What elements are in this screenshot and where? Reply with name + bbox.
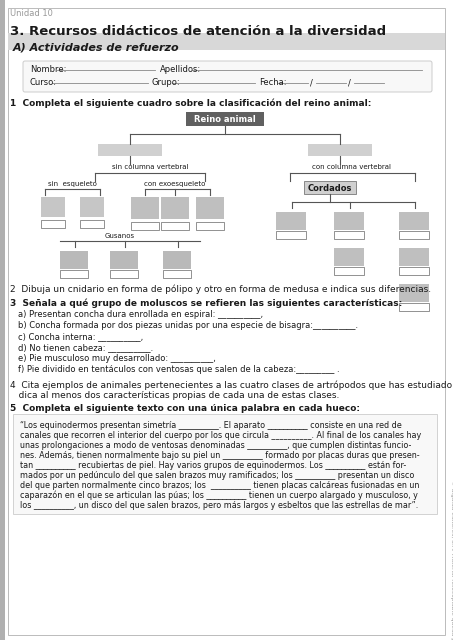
Bar: [186, 112, 264, 126]
Text: con columna vertebral: con columna vertebral: [313, 164, 391, 170]
FancyBboxPatch shape: [13, 414, 437, 514]
Bar: [131, 222, 159, 230]
Text: dica al menos dos características propias de cada una de estas clases.: dica al menos dos características propia…: [10, 391, 339, 400]
Text: 2  Dibuja un cnidario en forma de pólipo y otro en forma de medusa e indica sus : 2 Dibuja un cnidario en forma de pólipo …: [10, 285, 431, 294]
Bar: [196, 197, 224, 219]
Text: los __________, un disco del que salen brazos, pero más largos y esbeltos que la: los __________, un disco del que salen b…: [20, 501, 418, 510]
Bar: [131, 197, 159, 219]
Text: sin columna vertebral: sin columna vertebral: [112, 164, 188, 170]
Bar: [161, 222, 189, 230]
Text: mados por un pedúnculo del que salen brazos muy ramificados; los __________ pres: mados por un pedúnculo del que salen bra…: [20, 471, 414, 480]
Bar: [334, 267, 364, 275]
Bar: [163, 251, 191, 269]
Bar: [8, 33, 445, 50]
Text: Curso:: Curso:: [30, 78, 57, 87]
Text: b) Concha formada por dos piezas unidas por una especie de bisagra:__________.: b) Concha formada por dos piezas unidas …: [18, 321, 358, 330]
Bar: [41, 220, 65, 228]
Text: Nombre:: Nombre:: [30, 65, 67, 74]
Text: “Los equinodermos presentan simetría __________. El aparato __________ consiste : “Los equinodermos presentan simetría ___…: [20, 421, 402, 430]
Text: canales que recorren el interior del cuerpo por los que circula __________. Al f: canales que recorren el interior del cue…: [20, 431, 421, 440]
Bar: [399, 267, 429, 275]
Text: Reino animal: Reino animal: [194, 115, 256, 125]
Bar: [399, 248, 429, 266]
Text: f) Pie dividido en tentáculos con ventosas que salen de la cabeza:_________ .: f) Pie dividido en tentáculos con ventos…: [18, 365, 340, 374]
Text: Gusanos: Gusanos: [105, 233, 135, 239]
Bar: [163, 270, 191, 278]
Bar: [80, 220, 104, 228]
Bar: [98, 144, 162, 156]
Text: © algaida editores, S.A. Material fotocopiable queda prohibido.: © algaida editores, S.A. Material fotoco…: [450, 480, 453, 640]
Text: Grupo:: Grupo:: [152, 78, 181, 87]
Bar: [161, 197, 189, 219]
Bar: [41, 197, 65, 217]
Text: /: /: [310, 78, 313, 87]
Bar: [399, 284, 429, 302]
Bar: [334, 248, 364, 266]
Text: c) Concha interna: __________,: c) Concha interna: __________,: [18, 332, 143, 341]
Bar: [0, 0, 5, 640]
Bar: [399, 303, 429, 311]
Text: tan __________ recubiertas de piel. Hay varios grupos de equinodermos. Los _____: tan __________ recubiertas de piel. Hay …: [20, 461, 406, 470]
Bar: [110, 270, 138, 278]
Text: e) Pie musculoso muy desarrollado: __________,: e) Pie musculoso muy desarrollado: _____…: [18, 354, 216, 363]
Text: /: /: [348, 78, 351, 87]
Text: Apellidos:: Apellidos:: [160, 65, 201, 74]
Bar: [110, 251, 138, 269]
Bar: [334, 212, 364, 230]
Text: 1  Completa el siguiente cuadro sobre la clasificación del reino animal:: 1 Completa el siguiente cuadro sobre la …: [10, 98, 371, 108]
Text: 4  Cita ejemplos de animales pertenecientes a las cuatro clases de artrópodos qu: 4 Cita ejemplos de animales pertenecient…: [10, 380, 453, 390]
Text: con exoesqueleto: con exoesqueleto: [145, 181, 206, 187]
Text: 5  Completa el siguiente texto con una única palabra en cada hueco:: 5 Completa el siguiente texto con una ún…: [10, 404, 360, 413]
Bar: [60, 270, 88, 278]
Text: d) No tienen cabeza: __________.: d) No tienen cabeza: __________.: [18, 343, 153, 352]
FancyBboxPatch shape: [23, 61, 432, 92]
Bar: [80, 197, 104, 217]
Text: unas prolongaciones a modo de ventosas denominadas __________, que cumplen disti: unas prolongaciones a modo de ventosas d…: [20, 441, 411, 450]
Bar: [276, 231, 306, 239]
Text: Cordados: Cordados: [308, 184, 352, 193]
Bar: [60, 251, 88, 269]
Bar: [399, 231, 429, 239]
Text: 3  Señala a qué grupo de moluscos se refieren las siguientes características:: 3 Señala a qué grupo de moluscos se refi…: [10, 298, 402, 307]
Bar: [399, 212, 429, 230]
Bar: [308, 144, 372, 156]
Bar: [334, 231, 364, 239]
Text: A) Actividades de refuerzo: A) Actividades de refuerzo: [13, 43, 180, 53]
Text: nes. Además, tienen normalmente bajo su piel un __________ formado por placas du: nes. Además, tienen normalmente bajo su …: [20, 451, 419, 460]
Text: caparazón en el que se articulan las púas; los __________ tienen un cuerpo alarg: caparazón en el que se articulan las púa…: [20, 491, 418, 500]
Text: del que parten normalmente cinco brazos; los  __________ tienen placas calcáreas: del que parten normalmente cinco brazos;…: [20, 481, 419, 490]
Text: Unidad 10: Unidad 10: [10, 9, 53, 18]
Text: Fecha:: Fecha:: [259, 78, 286, 87]
Text: sin  esqueleto: sin esqueleto: [48, 181, 96, 187]
Bar: [196, 222, 224, 230]
Bar: [276, 212, 306, 230]
Bar: [304, 181, 356, 194]
Text: 3. Recursos didácticos de atención a la diversidad: 3. Recursos didácticos de atención a la …: [10, 25, 386, 38]
Text: a) Presentan concha dura enrollada en espiral: __________,: a) Presentan concha dura enrollada en es…: [18, 310, 263, 319]
